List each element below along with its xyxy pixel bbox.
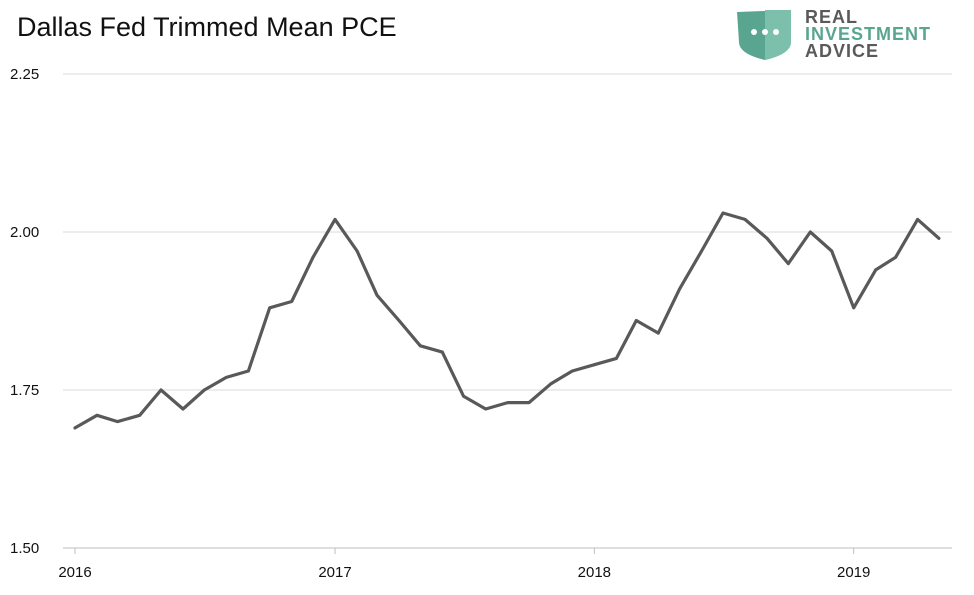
- data-point: [159, 388, 163, 392]
- y-tick-label: 2.25: [10, 66, 39, 83]
- data-point: [95, 413, 99, 417]
- data-point: [852, 306, 856, 310]
- data-point: [333, 218, 337, 221]
- x-tick-label: 2018: [578, 564, 611, 581]
- data-point: [224, 376, 228, 379]
- logo: REAL INVESTMENT ADVICE: [735, 8, 965, 64]
- data-point: [247, 369, 250, 373]
- data-point: [73, 426, 77, 430]
- x-tick-label: 2016: [58, 564, 91, 581]
- data-point: [634, 319, 638, 322]
- axis-layer: 1.50 1.75 2.00 2.25 2016 2017 2018 2019: [10, 66, 952, 581]
- logo-word-real: REAL: [805, 7, 858, 27]
- data-point: [202, 388, 206, 392]
- data-point: [678, 287, 681, 291]
- data-point: [440, 350, 444, 354]
- data-point: [484, 407, 488, 411]
- logo-word-investment: INVESTMENT: [805, 24, 932, 44]
- logo-word-advice: ADVICE: [805, 41, 880, 61]
- data-point: [916, 218, 919, 221]
- data-point: [397, 319, 401, 322]
- data-point: [937, 236, 941, 240]
- data-point: [181, 407, 185, 411]
- grid-layer: [63, 73, 952, 391]
- data-point: [786, 262, 790, 265]
- x-tick-label: 2019: [837, 564, 870, 581]
- data-point: [743, 218, 747, 221]
- data-point: [765, 236, 769, 240]
- data-point: [700, 249, 703, 253]
- data-point: [311, 255, 315, 259]
- data-point: [462, 394, 465, 398]
- data-point: [418, 344, 422, 348]
- data-point: [268, 306, 272, 310]
- data-point: [116, 420, 119, 423]
- data-point: [375, 293, 379, 297]
- data-point: [570, 369, 574, 373]
- y-tick-label: 2.00: [10, 224, 39, 241]
- speech-bubble-shield-icon: [737, 10, 791, 60]
- data-point: [656, 331, 660, 335]
- data-point: [615, 357, 618, 360]
- data-point: [355, 249, 359, 253]
- data-point: [830, 249, 834, 253]
- data-point: [593, 363, 596, 367]
- y-tick-label: 1.75: [10, 382, 39, 399]
- data-point: [874, 268, 878, 272]
- data-point: [721, 211, 725, 215]
- data-point: [138, 413, 142, 417]
- data-point: [290, 300, 294, 303]
- data-point: [506, 401, 510, 404]
- data-point: [808, 230, 812, 234]
- series-layer: [73, 211, 941, 430]
- data-point: [894, 255, 897, 259]
- series-line: [73, 211, 941, 430]
- y-tick-label: 1.50: [10, 540, 39, 557]
- chart-title: Dallas Fed Trimmed Mean PCE: [17, 12, 397, 42]
- data-point: [549, 382, 553, 386]
- x-tick-label: 2017: [318, 564, 351, 581]
- data-point: [527, 401, 531, 404]
